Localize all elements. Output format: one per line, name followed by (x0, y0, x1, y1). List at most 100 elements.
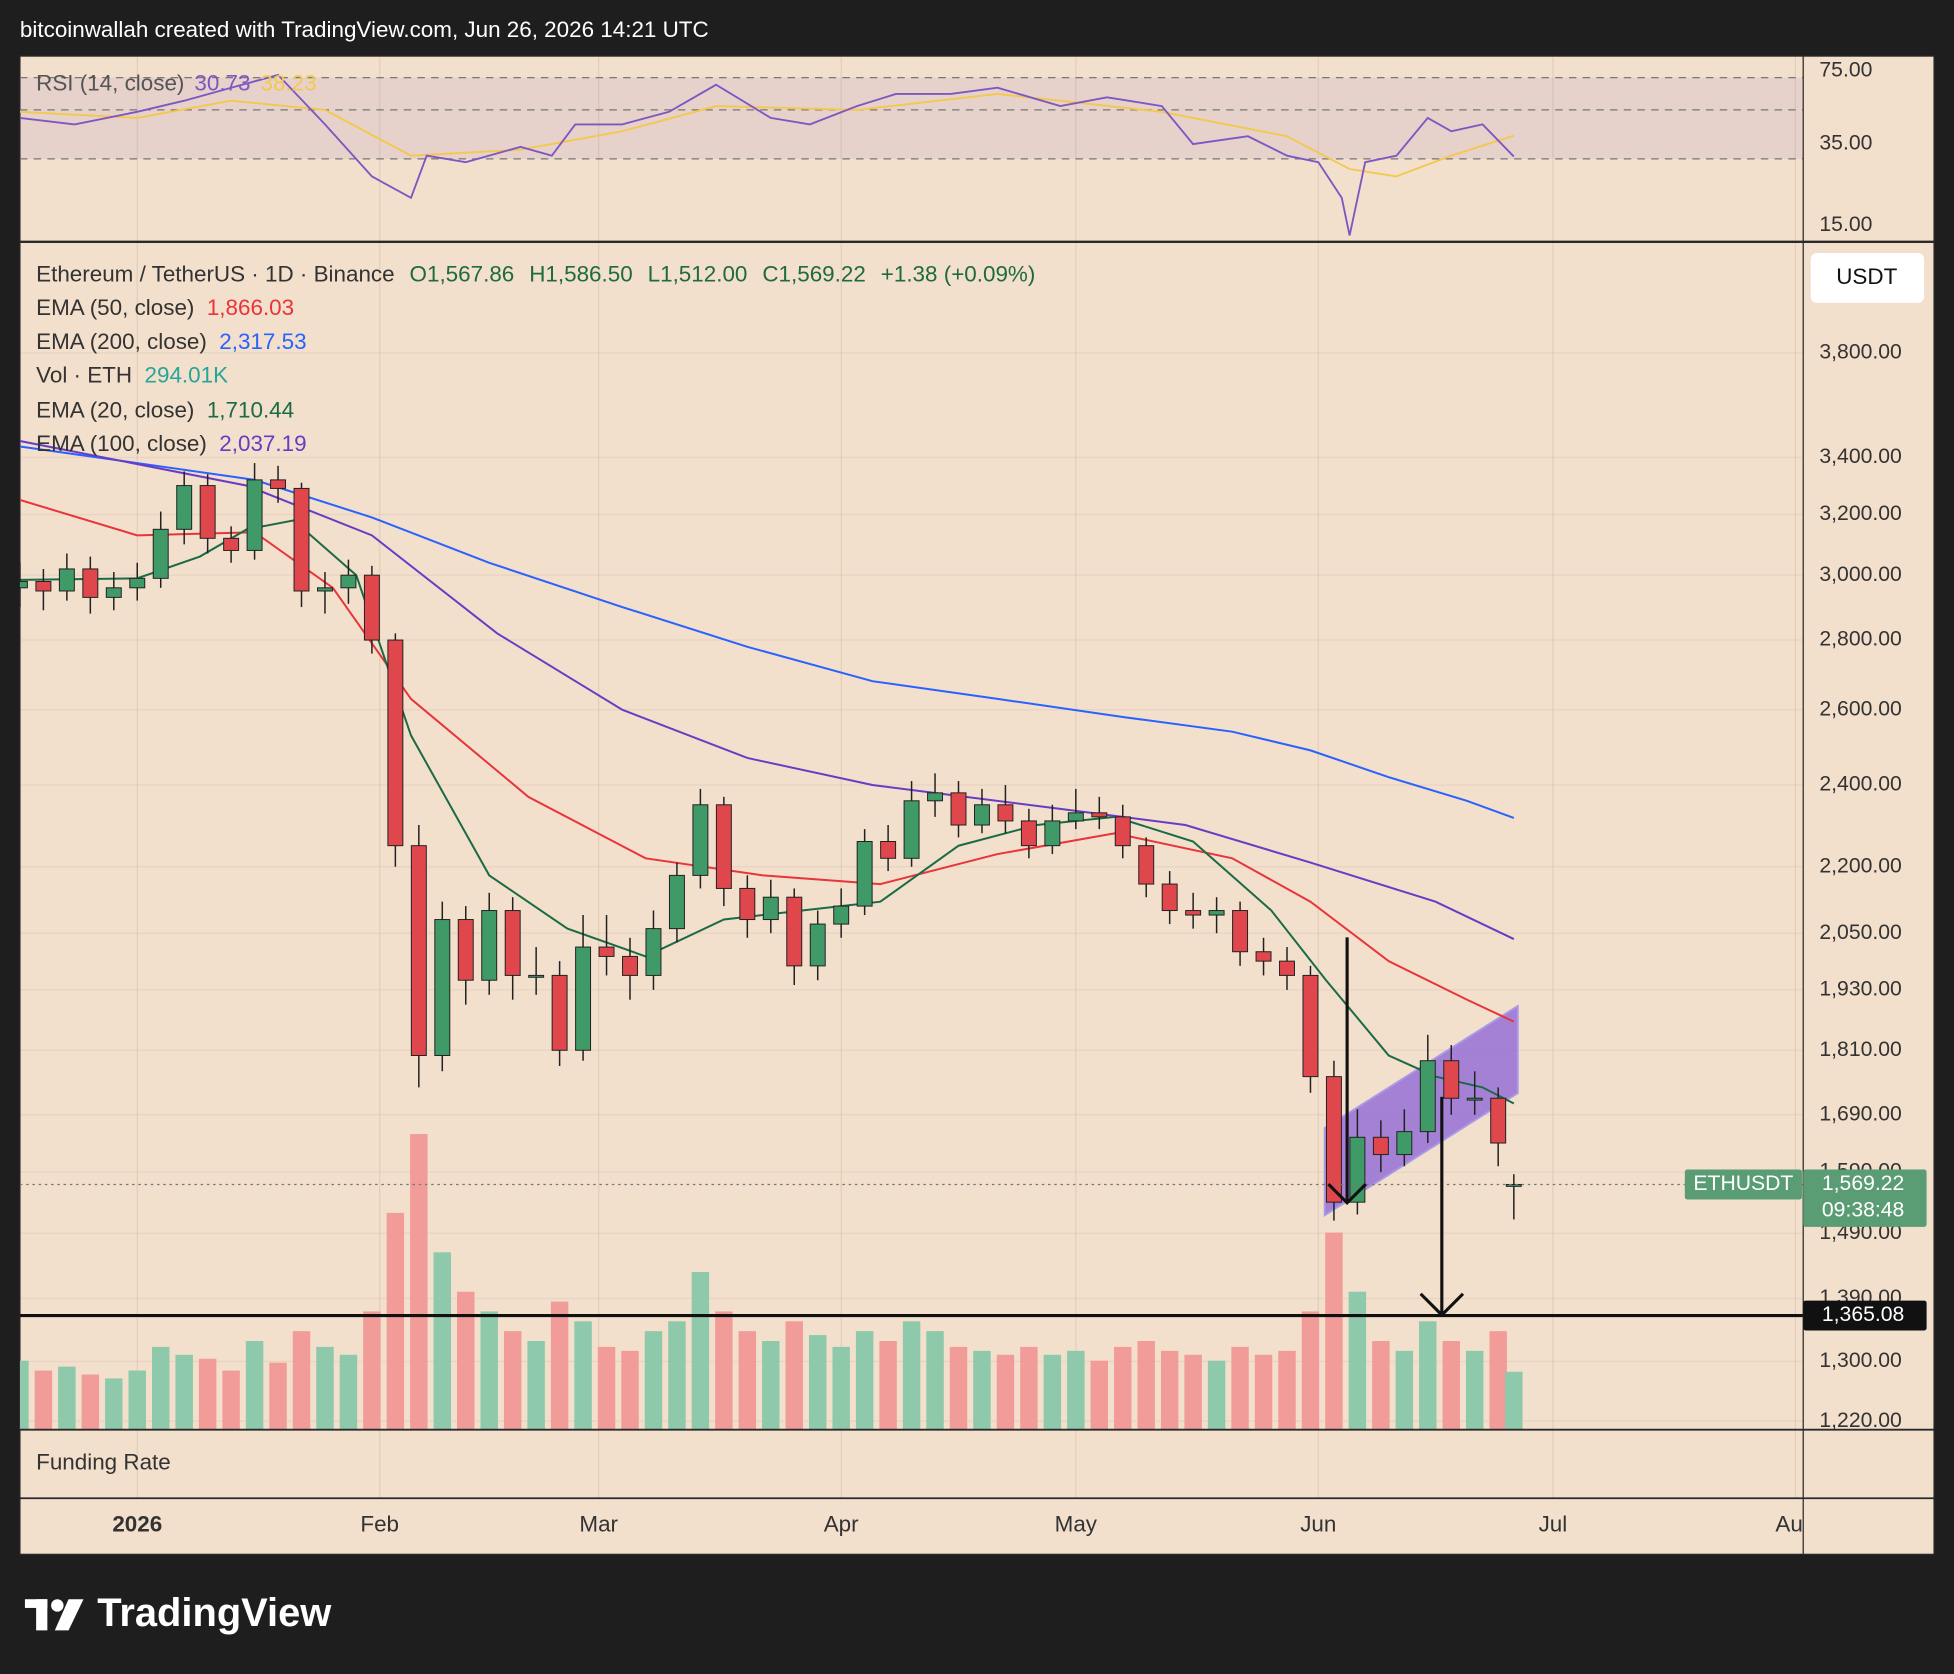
arrow-head (1327, 1183, 1367, 1206)
volume-bar (1505, 1371, 1523, 1430)
volume-bar (1348, 1291, 1367, 1430)
candle-body (880, 841, 897, 859)
candle-body (856, 841, 873, 907)
candle-body (1114, 816, 1131, 847)
currency-button[interactable] (1810, 253, 1925, 303)
candle-body (1466, 1097, 1483, 1101)
x-tick-label: Mar (579, 1512, 618, 1537)
volume-bar (996, 1354, 1015, 1430)
volume-bar (1465, 1350, 1484, 1430)
currency-label[interactable]: USDT (1836, 264, 1897, 289)
candle-body (1372, 1136, 1389, 1156)
candle-body (1490, 1097, 1507, 1144)
candle-body (1349, 1136, 1366, 1203)
symbol-badge (1684, 1169, 1802, 1200)
logo-mark (51, 1599, 64, 1612)
candle-body (715, 804, 732, 889)
candle-body (739, 887, 756, 921)
candle-body (223, 537, 240, 551)
logo-mark (36, 1599, 48, 1631)
level-label: 1,365.08 (1822, 1303, 1904, 1326)
price-badges: ETHUSDT 1,569.22 09:38:48 1,365.08 (1684, 1169, 1927, 1331)
price-badge (1803, 1169, 1927, 1227)
y-tick-label: 3,000.00 (1819, 563, 1901, 586)
rsi-value: 30.73 (194, 71, 250, 96)
y-tick-label: 1,930.00 (1819, 978, 1901, 1001)
brand: TradingView (97, 1591, 332, 1635)
candle-body (1208, 910, 1225, 916)
candle-body (176, 485, 193, 530)
candle-body (833, 905, 850, 925)
volume-bar (222, 1370, 240, 1430)
volume-bar (1184, 1354, 1202, 1430)
ohlc-open: O1,567.86 (410, 261, 515, 286)
volume-bar (527, 1340, 545, 1430)
candle-body (1302, 974, 1319, 1078)
volume-bar (1090, 1360, 1109, 1430)
volume-bar (715, 1311, 733, 1430)
volume-bar (1207, 1360, 1226, 1430)
candle-body (1044, 820, 1061, 847)
volume-bar (1137, 1340, 1155, 1430)
volume-bar (691, 1272, 710, 1430)
rsi-line (19, 73, 1515, 236)
rsi-tick-label: 15.00 (1819, 213, 1872, 236)
volume-bar (621, 1350, 639, 1430)
legend-value: 294.01K (145, 362, 229, 387)
volume-bar (105, 1378, 123, 1430)
candle-body (551, 974, 568, 1051)
candle-body (316, 587, 333, 592)
volume-bar (480, 1311, 498, 1430)
legend-row: EMA (20, close) 1,710.44 (36, 397, 294, 422)
candle-body (1396, 1131, 1413, 1156)
volume-bar (152, 1346, 170, 1430)
rsi-ma-line (19, 93, 1515, 178)
volume-bar (832, 1346, 850, 1430)
y-tick-label: 3,200.00 (1819, 502, 1901, 525)
legend-name: EMA (50, close) (36, 295, 194, 320)
y-tick-label: 2,800.00 (1819, 628, 1901, 651)
candle-body (950, 792, 967, 826)
volume-bar (503, 1331, 522, 1430)
legend-name: EMA (100, close) (36, 431, 207, 456)
volume-bar (1020, 1346, 1038, 1430)
volume-bar (339, 1354, 358, 1430)
candle-body (1067, 812, 1084, 822)
x-tick-label: Aug (1775, 1512, 1815, 1537)
volume-bar (762, 1340, 780, 1430)
legend-row: EMA (200, close) 2,317.53 (36, 329, 306, 354)
candle-body (1091, 812, 1108, 818)
volume-bar (1442, 1340, 1460, 1430)
candle-body (1419, 1060, 1436, 1133)
candle-body (1279, 960, 1295, 976)
candle-body (692, 804, 709, 876)
ohlc-high: H1,586.50 (529, 261, 632, 286)
symbol-legend: Ethereum / TetherUS · 1D · Binance O1,567… (36, 261, 1035, 286)
candle-body (1232, 910, 1249, 953)
y-tick-label: 3,400.00 (1819, 445, 1901, 468)
candle-body (668, 874, 685, 930)
candle-body (1185, 910, 1202, 916)
candle-body (528, 974, 545, 978)
rsi-tick-label: 35.00 (1819, 132, 1872, 155)
volume-bar (785, 1321, 803, 1430)
candle-body (973, 804, 990, 826)
time-axis: 2026 Feb Mar Apr May Jun Jul Aug (112, 1512, 1815, 1537)
candle-body (387, 639, 404, 847)
candle-body (1325, 1076, 1342, 1203)
y-tick-label: 2,400.00 (1819, 773, 1901, 796)
volume-bar (457, 1291, 475, 1430)
rsi-tick-label: 75.00 (1819, 59, 1872, 82)
volume-bar (316, 1346, 334, 1430)
volume-bar (1114, 1346, 1132, 1430)
candle-body (363, 574, 380, 641)
volume-bar (808, 1335, 827, 1430)
candle-body (410, 845, 427, 1056)
volume-bar (1325, 1232, 1343, 1430)
rsi-name: RSI (14, close) (36, 71, 184, 96)
x-tick-label: Jun (1300, 1512, 1336, 1537)
candle-body (997, 804, 1014, 822)
change: +1.38 (+0.09%) (881, 261, 1036, 286)
volume-bar (738, 1331, 757, 1430)
volume-bar (668, 1321, 686, 1430)
